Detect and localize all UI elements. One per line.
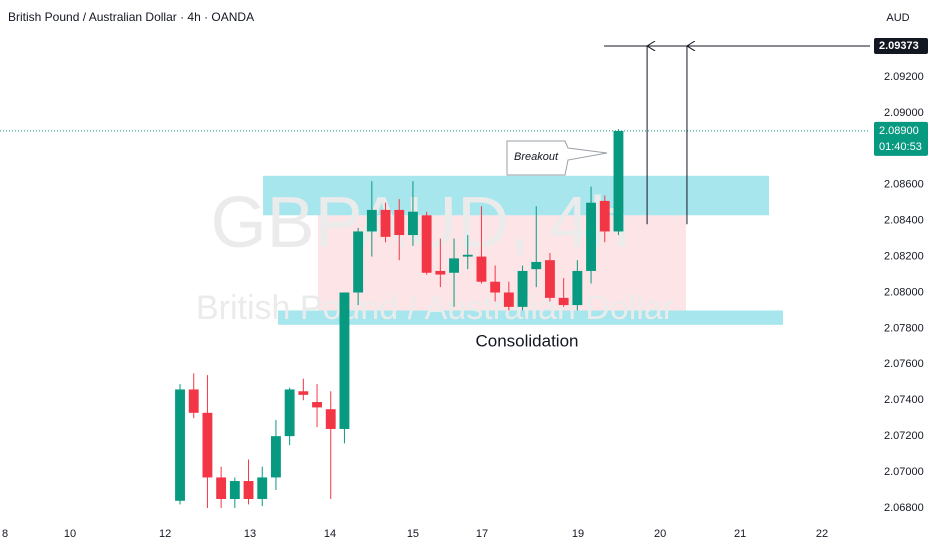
y-tick-label: 2.06800 <box>884 502 924 514</box>
candle-body <box>503 292 514 307</box>
x-tick-label: 20 <box>654 528 666 540</box>
candle-body <box>586 202 596 271</box>
candle-body <box>408 211 418 236</box>
zone <box>317 215 686 311</box>
chart-title: British Pound / Australian Dollar · 4h ·… <box>8 10 254 24</box>
target-price-box <box>874 37 928 54</box>
zone <box>263 175 770 216</box>
candle-body <box>545 260 555 298</box>
candle-body <box>271 436 281 478</box>
last-price-label: 2.08900 <box>879 125 919 137</box>
candle-body <box>353 231 364 293</box>
candle-body <box>599 200 610 232</box>
y-tick-label: 2.08200 <box>884 250 924 262</box>
y-tick-label: 2.07000 <box>884 466 924 478</box>
candle-body <box>517 270 528 307</box>
y-tick-label: 2.09200 <box>884 71 924 83</box>
candle-body <box>284 389 295 437</box>
candle-body <box>175 389 185 501</box>
plot-layer <box>0 46 874 508</box>
candle-body <box>366 209 377 232</box>
candle-body <box>394 209 405 236</box>
price-axis <box>870 0 932 550</box>
candle-body <box>216 477 227 499</box>
candle-body <box>229 481 240 499</box>
candle-body <box>490 281 501 293</box>
candle-body <box>572 270 583 306</box>
candle-body <box>312 402 322 408</box>
x-tick-label: 15 <box>407 528 419 540</box>
candle-body <box>449 258 459 273</box>
countdown-label: 01:40:53 <box>879 141 922 153</box>
zone <box>277 310 783 325</box>
x-tick-label: 19 <box>572 528 584 540</box>
y-tick-label: 2.07600 <box>884 358 924 370</box>
candle-body <box>435 270 446 275</box>
callout <box>506 140 608 176</box>
x-tick-label: 8 <box>2 528 8 540</box>
candle-body <box>476 256 487 282</box>
x-tick-label: 14 <box>324 528 336 540</box>
y-tick-label: 2.08600 <box>884 179 924 191</box>
candle-body <box>243 481 254 499</box>
watermark-symbol: GBPAUD, 4h <box>211 183 630 263</box>
candle-body <box>380 209 391 237</box>
y-tick-label: 2.07400 <box>884 394 924 406</box>
target-price-label: 2.09373 <box>879 40 919 52</box>
x-tick-label: 13 <box>244 528 256 540</box>
consolidation-label: Consolidation <box>475 331 578 350</box>
currency-label: AUD <box>886 12 909 24</box>
candle-body <box>257 477 268 499</box>
y-tick-label: 2.09000 <box>884 107 924 119</box>
y-tick-label: 2.08400 <box>884 215 924 227</box>
candle-body <box>613 130 624 232</box>
candle-body <box>339 292 350 429</box>
y-tick-label: 2.07800 <box>884 322 924 334</box>
candle-body <box>298 391 309 395</box>
x-tick-label: 21 <box>734 528 746 540</box>
candle-body <box>202 412 213 478</box>
candle-body <box>325 409 336 429</box>
candle-body <box>558 297 569 306</box>
last-price-box <box>874 121 928 156</box>
breakout-label: Breakout <box>514 151 559 163</box>
watermark-name: British Pound / Australian Dollar <box>196 289 674 327</box>
y-tick-label: 2.07200 <box>884 430 924 442</box>
candle-body <box>462 254 473 257</box>
x-tick-label: 12 <box>159 528 171 540</box>
x-tick-label: 10 <box>64 528 76 540</box>
candle-body <box>421 215 432 273</box>
background-layer <box>263 175 783 325</box>
x-tick-label: 17 <box>476 528 488 540</box>
x-tick-label: 22 <box>816 528 828 540</box>
candle-body <box>188 389 199 413</box>
candle-body <box>531 261 542 270</box>
axis-layer: 2.06800 2.07000 2.07200 2.07400 2.07600 2.078… <box>2 37 928 540</box>
y-tick-label: 2.08000 <box>884 286 924 298</box>
